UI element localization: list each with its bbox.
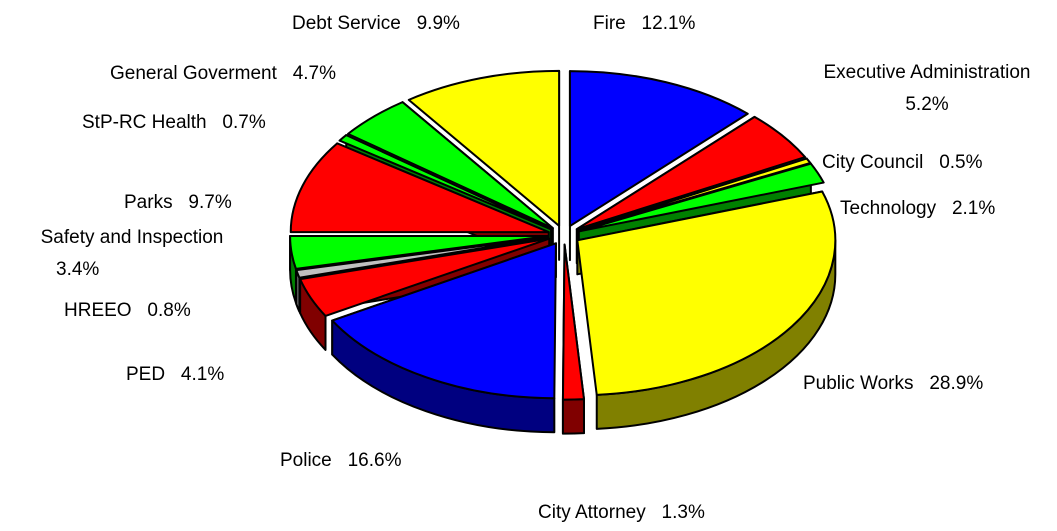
data-label-text: StP-RC Health 0.7%: [82, 112, 266, 133]
pie-slice-top: [347, 101, 554, 230]
data-label-name: Executive Administration: [824, 62, 1031, 83]
pie-slice-police: [331, 242, 557, 434]
pie-slice-debt-service: [407, 69, 561, 261]
data-label-text: Public Works 28.9%: [803, 373, 983, 394]
pie-slice-top: [407, 69, 561, 227]
data-label-stp-rc-health: StP-RC Health 0.7%: [82, 112, 266, 133]
data-label-safety-and-inspection: Safety and Inspection 3.4%: [41, 227, 224, 280]
pie-slice-fire: [568, 70, 749, 262]
data-label-parks: Parks 9.7%: [124, 192, 232, 213]
pie-slice-top: [295, 236, 550, 279]
pie-slice-top: [561, 243, 585, 401]
data-label-technology: Technology 2.1%: [840, 198, 995, 219]
data-label-fire: Fire 12.1%: [593, 13, 696, 34]
pie-slice-top: [338, 134, 553, 231]
pie-slice-top: [577, 162, 825, 233]
data-label-text: Fire 12.1%: [593, 13, 696, 34]
data-label-text: Parks 9.7%: [124, 192, 232, 213]
pie-slice-top: [331, 242, 557, 400]
data-label-general-goverment: General Goverment 4.7%: [110, 63, 336, 84]
pie-slice-city-attorney: [561, 243, 585, 435]
pie-slice-top: [299, 237, 551, 317]
pie-slice-top: [289, 142, 550, 234]
data-label-debt-service: Debt Service 9.9%: [292, 13, 460, 34]
data-label-text: Debt Service 9.9%: [292, 13, 460, 34]
data-label-text: City Attorney 1.3%: [538, 502, 705, 523]
data-label-value: 3.4%: [56, 259, 99, 280]
pie-slice-top: [289, 235, 550, 270]
pie-slice-top: [568, 70, 749, 228]
data-label-public-works: Public Works 28.9%: [803, 373, 983, 394]
data-label-police: Police 16.6%: [280, 450, 402, 471]
data-label-text: Technology 2.1%: [840, 198, 995, 219]
data-label-ped: PED 4.1%: [126, 364, 224, 385]
data-label-name: Safety and Inspection: [41, 227, 224, 248]
data-label-hreeo: HREEO 0.8%: [64, 300, 191, 321]
data-label-text: General Goverment 4.7%: [110, 63, 336, 84]
data-label-text: HREEO 0.8%: [64, 300, 191, 321]
pie-slice-public-works: [576, 190, 837, 430]
data-label-text: Police 16.6%: [280, 450, 402, 471]
pie-slice-top: [575, 115, 807, 231]
data-label-city-attorney: City Attorney 1.3%: [538, 502, 705, 523]
data-label-text: PED 4.1%: [126, 364, 224, 385]
pie-slice-top: [576, 190, 837, 396]
data-label-city-council: City Council 0.5%: [822, 152, 983, 173]
data-label-text: City Council 0.5%: [822, 152, 983, 173]
data-label-executive-administration: Executive Administration 5.2%: [824, 62, 1031, 115]
pie-slice-rim: [561, 398, 585, 435]
data-label-value: 5.2%: [905, 94, 948, 115]
